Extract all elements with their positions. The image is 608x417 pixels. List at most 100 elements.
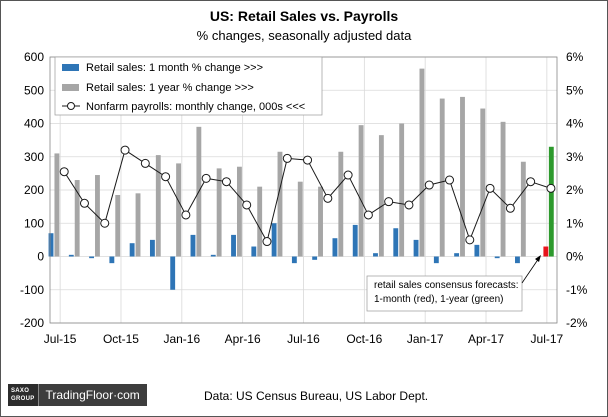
payrolls-point — [363, 210, 373, 220]
x-tick-label: Oct-15 — [103, 332, 139, 346]
payrolls-point — [485, 183, 495, 193]
source-note: Data: US Census Bureau, US Labor Dept. — [204, 389, 429, 403]
left-tick-label: 600 — [24, 50, 44, 64]
bar-monthly — [291, 256, 297, 264]
bar-monthly — [494, 256, 500, 259]
payrolls-point — [424, 180, 434, 190]
x-tick-label: Jan-16 — [163, 332, 200, 346]
payrolls-point — [79, 198, 89, 208]
brand-name: TradingFloor·com — [37, 384, 147, 406]
payrolls-point — [181, 210, 191, 220]
logo-line-2: GROUP — [11, 396, 35, 402]
bar-monthly — [271, 223, 277, 257]
bar-monthly — [129, 243, 135, 257]
bar-monthly — [149, 239, 155, 257]
x-tick-label: Jan-17 — [407, 332, 444, 346]
bar-monthly — [352, 224, 358, 257]
legend-box — [54, 56, 323, 116]
bar-yearly — [257, 186, 263, 257]
left-tick-label: 100 — [24, 216, 44, 230]
bar-yearly — [500, 121, 506, 257]
logo: SAXO GROUP TradingFloor·com — [8, 384, 147, 406]
payrolls-point — [323, 193, 333, 203]
bar-yearly — [54, 153, 60, 257]
x-tick-label: Jul-16 — [287, 332, 320, 346]
annotation-line-1: retail sales consensus forecasts: — [374, 280, 519, 291]
payrolls-point — [262, 237, 272, 247]
bar-yearly — [216, 168, 222, 257]
payrolls-point — [465, 235, 475, 245]
left-tick-label: -100 — [20, 283, 44, 297]
legend-label-payrolls: Nonfarm payrolls: monthly change, 000s <… — [86, 101, 305, 113]
bar-forecast-month — [543, 246, 549, 257]
annotation-line-2: 1-month (red), 1-year (green) — [374, 294, 504, 305]
legend-swatch-monthly — [62, 64, 79, 71]
bar-monthly — [413, 239, 419, 257]
logo-line-1: SAXO — [11, 388, 30, 394]
bar-yearly — [358, 125, 364, 257]
payrolls-point — [221, 177, 231, 187]
bar-yearly — [399, 123, 405, 257]
right-tick-label: 1% — [566, 216, 584, 230]
right-tick-label: -1% — [566, 283, 588, 297]
forecast-annotation: retail sales consensus forecasts: 1-mont… — [366, 255, 541, 312]
payrolls-point — [100, 218, 110, 228]
bar-monthly — [170, 256, 176, 290]
x-tick-label: Apr-17 — [468, 332, 504, 346]
bar-monthly — [454, 253, 460, 257]
legend-label-yearly: Retail sales: 1 year % change >>> — [86, 82, 254, 94]
right-tick-label: 4% — [566, 117, 584, 131]
right-tick-label: 2% — [566, 183, 584, 197]
annotation-box — [366, 275, 523, 312]
bar-monthly — [474, 244, 480, 257]
left-tick-label: 400 — [24, 117, 44, 131]
payrolls-point — [242, 200, 252, 210]
payrolls-point — [59, 167, 69, 177]
payrolls-point — [526, 177, 536, 187]
payrolls-point — [445, 175, 455, 185]
payrolls-point — [303, 155, 313, 165]
legend-swatch-yearly — [62, 84, 79, 91]
chart-subtitle: % changes, seasonally adjusted data — [196, 28, 412, 43]
bar-yearly — [520, 161, 526, 257]
legend: Retail sales: 1 month % change >>> Retai… — [54, 56, 323, 116]
left-tick-label: 300 — [24, 150, 44, 164]
annotation-arrowhead — [535, 255, 541, 262]
left-tick-label: 200 — [24, 183, 44, 197]
bar-yearly — [135, 193, 141, 257]
bar-yearly — [338, 151, 344, 257]
payrolls-point — [404, 200, 414, 210]
left-tick-label: 500 — [24, 83, 44, 97]
left-tick-label: -200 — [20, 316, 44, 330]
bar-monthly — [231, 234, 236, 257]
bar-monthly — [332, 238, 338, 257]
payrolls-point — [161, 172, 171, 182]
right-tick-label: 6% — [566, 50, 584, 64]
right-tick-label: -2% — [566, 316, 588, 330]
x-tick-label: Jul-15 — [44, 332, 77, 346]
payrolls-point — [505, 203, 515, 213]
bar-yearly — [419, 68, 425, 257]
axes: 600 6% 500 5% 400 4% 300 3% 200 2% 100 1% 0 0% -100 -1%… — [20, 50, 588, 346]
bar-monthly — [190, 234, 196, 257]
bar-yearly — [439, 98, 445, 257]
bar-yearly — [236, 166, 242, 257]
bar-yearly — [297, 181, 303, 257]
bar-yearly — [378, 135, 384, 257]
bar-monthly — [251, 246, 257, 257]
bar-monthly — [312, 256, 318, 260]
payrolls-point — [546, 183, 556, 193]
bar-yearly — [277, 151, 283, 257]
chart-title: US: Retail Sales vs. Payrolls — [209, 8, 399, 24]
bar-monthly — [393, 228, 399, 257]
bar-yearly — [460, 96, 465, 257]
payrolls-point — [140, 158, 150, 168]
bar-monthly — [515, 256, 520, 264]
right-tick-label: 0% — [566, 250, 584, 264]
bar-monthly — [48, 233, 54, 257]
bar-monthly — [373, 253, 378, 257]
legend-marker-payrolls — [67, 102, 75, 110]
payrolls-point — [384, 197, 394, 207]
right-tick-label: 5% — [566, 83, 584, 97]
